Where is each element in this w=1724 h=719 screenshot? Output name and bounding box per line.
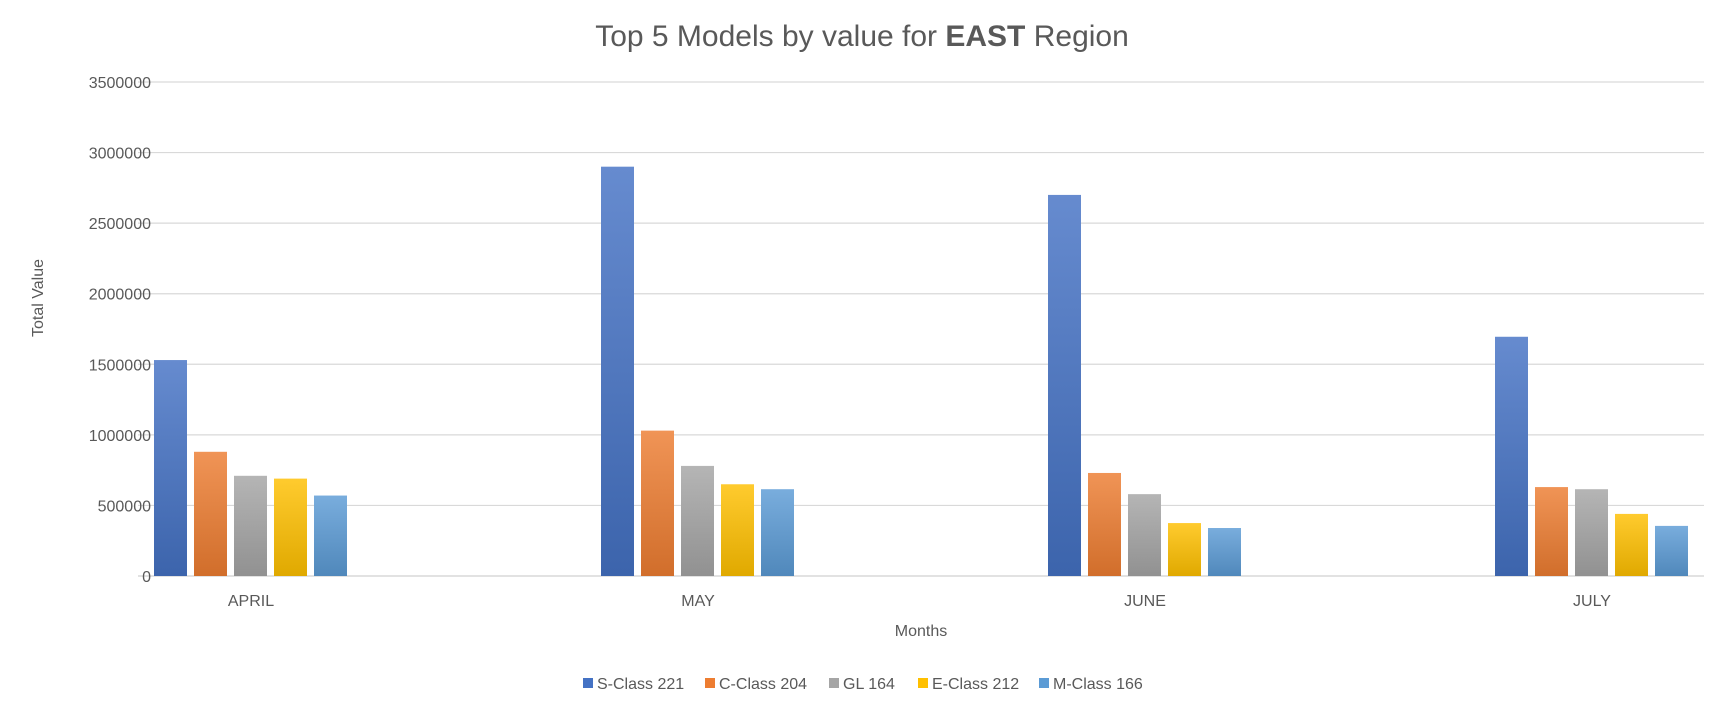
- bar: [1208, 528, 1241, 576]
- legend-swatch: [829, 678, 839, 688]
- bar: [681, 465, 714, 576]
- legend-swatch: [1039, 678, 1049, 688]
- bars: [154, 166, 1688, 576]
- x-tick-label: JUNE: [1124, 593, 1166, 610]
- y-axis-label: Total Value: [30, 259, 47, 337]
- chart-title-prefix: Top 5 Models by value for: [595, 20, 945, 53]
- bar: [194, 451, 227, 576]
- bar: [1655, 525, 1688, 576]
- bar: [1168, 523, 1201, 576]
- bar: [314, 495, 347, 576]
- legend-swatch: [583, 678, 593, 688]
- y-tick-label: 1500000: [89, 357, 151, 374]
- y-tick-label: 3500000: [89, 75, 151, 92]
- legend-label: GL 164: [843, 676, 895, 693]
- legend-label: E-Class 212: [932, 676, 1019, 693]
- bar: [154, 360, 187, 576]
- bar: [1128, 494, 1161, 576]
- bar: [1495, 336, 1528, 576]
- bar: [1535, 487, 1568, 576]
- bar: [601, 166, 634, 576]
- legend-label: M-Class 166: [1053, 676, 1143, 693]
- bar: [274, 478, 307, 576]
- bar: [721, 484, 754, 576]
- x-axis-label: Months: [895, 623, 947, 640]
- x-axis-ticks: APRIL MAY JUNE JULY: [228, 593, 1611, 610]
- y-tick-label: 1000000: [89, 428, 151, 445]
- bar: [1088, 472, 1121, 576]
- bar: [1615, 513, 1648, 576]
- bar: [1575, 489, 1608, 576]
- legend-label: C-Class 204: [719, 676, 807, 693]
- y-tick-label: 3000000: [89, 146, 151, 163]
- chart-title: Top 5 Models by value for EAST Region: [595, 20, 1129, 53]
- legend-swatch: [918, 678, 928, 688]
- bar: [761, 489, 794, 576]
- x-tick-label: APRIL: [228, 593, 274, 610]
- y-axis-ticks: 0 500000 1000000 1500000 2000000 2500000 30000…: [89, 75, 151, 586]
- chart-title-bold: EAST: [945, 20, 1025, 53]
- legend-label: S-Class 221: [597, 676, 684, 693]
- legend: S-Class 221 C-Class 204 GL 164 E-Class 212 M…: [583, 676, 1143, 693]
- x-tick-label: MAY: [681, 593, 715, 610]
- y-tick-label: 500000: [98, 498, 151, 515]
- legend-swatch: [705, 678, 715, 688]
- bar: [641, 430, 674, 576]
- bar: [1048, 194, 1081, 576]
- y-tick-label: 2500000: [89, 216, 151, 233]
- bar: [234, 475, 267, 576]
- chart-title-suffix: Region: [1025, 20, 1128, 53]
- y-tick-label: 2000000: [89, 287, 151, 304]
- x-tick-label: JULY: [1573, 593, 1611, 610]
- gridlines: [138, 81, 1704, 577]
- y-tick-label: 0: [142, 569, 151, 586]
